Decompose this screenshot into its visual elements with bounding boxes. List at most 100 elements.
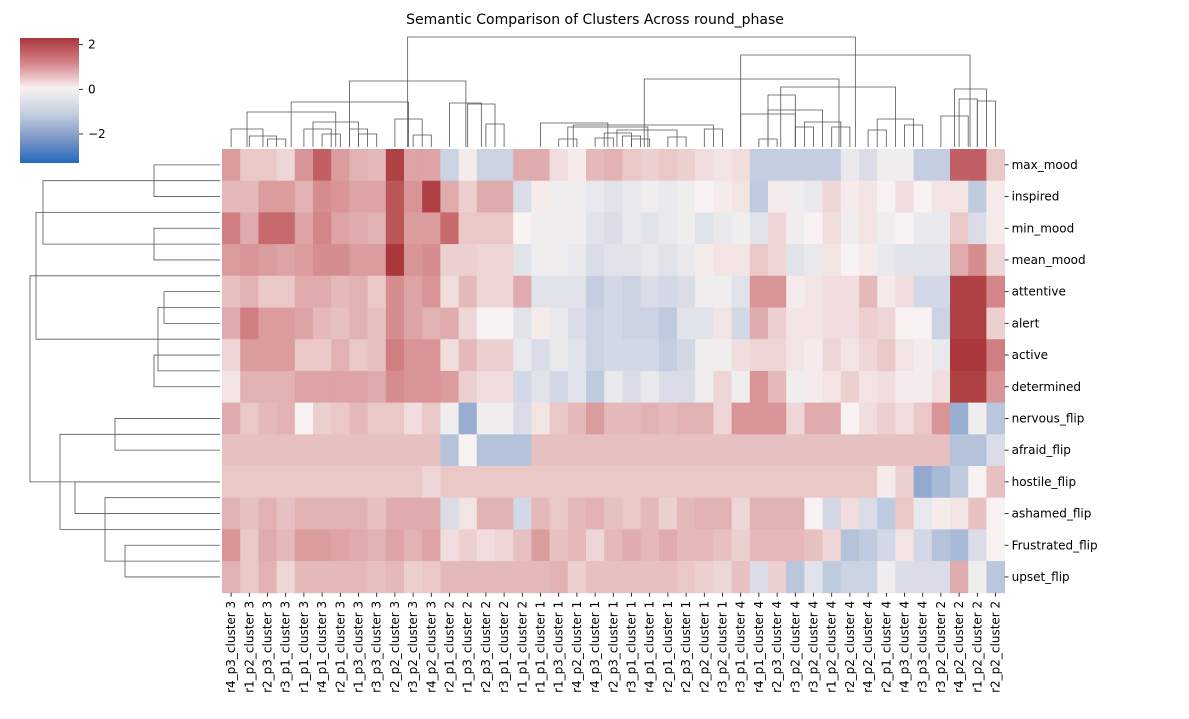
heatmap-cell bbox=[750, 561, 769, 593]
heatmap-cell bbox=[750, 403, 769, 435]
heatmap-cell bbox=[331, 308, 350, 340]
heatmap-cell bbox=[222, 371, 241, 403]
heatmap-cell bbox=[877, 529, 896, 561]
heatmap-cell bbox=[222, 466, 241, 498]
heatmap-cell bbox=[914, 149, 933, 181]
heatmap-cell bbox=[823, 529, 842, 561]
heatmap-cell bbox=[859, 308, 878, 340]
col-label: r3_p1_cluster 3 bbox=[279, 601, 293, 693]
heatmap-cell bbox=[513, 308, 532, 340]
heatmap-cell bbox=[277, 276, 296, 308]
heatmap-cell bbox=[877, 466, 896, 498]
heatmap-cell bbox=[368, 466, 387, 498]
heatmap-cell bbox=[968, 149, 987, 181]
heatmap-cell bbox=[713, 276, 732, 308]
heatmap-cell bbox=[914, 561, 933, 593]
heatmap-cell bbox=[531, 308, 550, 340]
colorbar-gradient bbox=[20, 38, 79, 163]
heatmap-cell bbox=[841, 181, 860, 213]
heatmap-cell bbox=[222, 244, 241, 276]
heatmap-cell bbox=[950, 434, 969, 466]
col-label: r4_p1_cluster 3 bbox=[315, 601, 329, 693]
heatmap-cell bbox=[895, 212, 914, 244]
heatmap-cell bbox=[386, 498, 405, 530]
heatmap-cell bbox=[550, 339, 569, 371]
heatmap-cell bbox=[313, 276, 332, 308]
heatmap-cell bbox=[604, 244, 623, 276]
heatmap-cell bbox=[659, 308, 678, 340]
heatmap-cell bbox=[240, 339, 259, 371]
heatmap-cell bbox=[331, 498, 350, 530]
col-label: r3_p3_cluster 3 bbox=[370, 601, 384, 693]
heatmap-cell bbox=[695, 371, 714, 403]
heatmap-cell bbox=[804, 244, 823, 276]
heatmap-cell bbox=[677, 212, 696, 244]
heatmap-cell bbox=[859, 466, 878, 498]
heatmap-cell bbox=[295, 339, 314, 371]
heatmap-cell bbox=[258, 276, 277, 308]
heatmap-cell bbox=[641, 403, 660, 435]
col-label: r3_p1_cluster 2 bbox=[497, 601, 511, 693]
heatmap-cell bbox=[295, 212, 314, 244]
heatmap-cell bbox=[604, 181, 623, 213]
heatmap-cell bbox=[950, 149, 969, 181]
heatmap-cell bbox=[313, 498, 332, 530]
heatmap-cell bbox=[804, 371, 823, 403]
heatmap-cell bbox=[331, 403, 350, 435]
heatmap-cell bbox=[968, 212, 987, 244]
heatmap-cell bbox=[622, 181, 641, 213]
row-label: upset_flip bbox=[1012, 570, 1070, 584]
heatmap-cell bbox=[586, 339, 605, 371]
heatmap-cell bbox=[404, 244, 423, 276]
heatmap-cell bbox=[604, 212, 623, 244]
heatmap-cell bbox=[331, 371, 350, 403]
heatmap-cell bbox=[240, 466, 259, 498]
heatmap-cell bbox=[677, 403, 696, 435]
heatmap-cell bbox=[349, 149, 368, 181]
heatmap-cell bbox=[258, 466, 277, 498]
heatmap-cell bbox=[986, 434, 1005, 466]
heatmap-cell bbox=[422, 308, 441, 340]
heatmap-cell bbox=[368, 149, 387, 181]
heatmap-cell bbox=[968, 371, 987, 403]
heatmap-cell bbox=[932, 308, 951, 340]
heatmap-cell bbox=[859, 403, 878, 435]
heatmap-cell bbox=[914, 371, 933, 403]
heatmap-cell bbox=[440, 498, 459, 530]
heatmap-cell bbox=[968, 434, 987, 466]
heatmap-cell bbox=[331, 212, 350, 244]
heatmap-cell bbox=[713, 498, 732, 530]
heatmap-cell bbox=[750, 149, 769, 181]
heatmap-cell bbox=[641, 434, 660, 466]
col-label: r4_p3_cluster 1 bbox=[588, 601, 602, 693]
heatmap-cell bbox=[895, 403, 914, 435]
heatmap-cell bbox=[331, 529, 350, 561]
heatmap-cell bbox=[422, 149, 441, 181]
heatmap-cell bbox=[604, 529, 623, 561]
heatmap-cell bbox=[841, 339, 860, 371]
heatmap-cell bbox=[404, 308, 423, 340]
col-label: r1_p1_cluster 1 bbox=[534, 601, 548, 693]
heatmap-cell bbox=[750, 339, 769, 371]
heatmap-cell bbox=[895, 529, 914, 561]
heatmap-cell bbox=[823, 371, 842, 403]
heatmap-cell bbox=[550, 498, 569, 530]
heatmap-cell bbox=[531, 466, 550, 498]
heatmap-cell bbox=[622, 371, 641, 403]
col-label: r3_p2_cluster 3 bbox=[406, 601, 420, 693]
heatmap-cell bbox=[732, 434, 751, 466]
heatmap-cell bbox=[768, 561, 787, 593]
heatmap-cell bbox=[768, 466, 787, 498]
heatmap-cell bbox=[677, 434, 696, 466]
heatmap-cell bbox=[495, 403, 514, 435]
heatmap-cell bbox=[331, 466, 350, 498]
heatmap-cell bbox=[786, 244, 805, 276]
col-label: r2_p3_cluster 1 bbox=[606, 601, 620, 693]
heatmap-cell bbox=[495, 339, 514, 371]
row-label: mean_mood bbox=[1012, 253, 1086, 267]
heatmap-cell bbox=[295, 529, 314, 561]
heatmap-cell bbox=[404, 403, 423, 435]
heatmap-cell bbox=[750, 181, 769, 213]
heatmap-cell bbox=[513, 371, 532, 403]
heatmap-cell bbox=[622, 498, 641, 530]
